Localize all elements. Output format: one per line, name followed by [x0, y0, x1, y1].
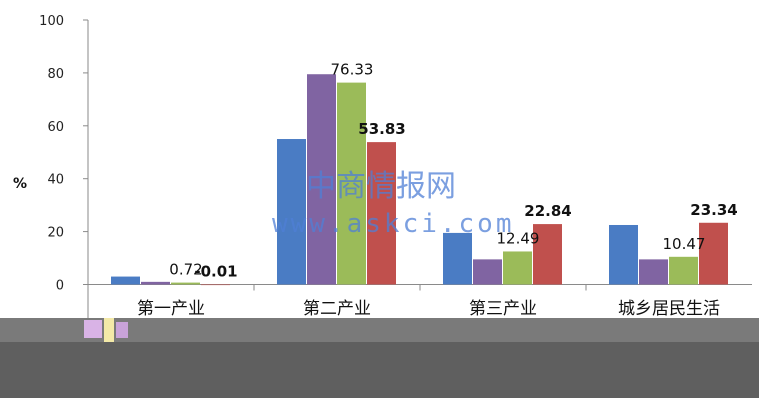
bar-series-4: [201, 284, 230, 286]
data-label: 10.47: [663, 235, 706, 253]
y-tick-label: 0: [56, 279, 64, 294]
bar-series-4: [367, 142, 396, 285]
y-tick-label: 60: [47, 120, 64, 135]
legend-swatch-remnant-1: [84, 320, 102, 338]
y-tick-label: 40: [47, 173, 64, 188]
data-label: 23.34: [690, 201, 737, 219]
bar-series-4: [699, 222, 728, 285]
category-label: 城乡居民生活: [618, 299, 720, 319]
bar-series-2: [639, 259, 668, 285]
bar-series-2: [307, 74, 336, 285]
data-label: 76.33: [331, 61, 374, 79]
data-label: 53.83: [358, 120, 405, 138]
data-labels: 0.72-0.01 76.33 53.83 12.49 22.84 10.47 23.34: [169, 61, 737, 281]
data-label: 0.72: [169, 261, 202, 279]
y-tick-label: 80: [47, 67, 64, 82]
watermark-chinese: 中商情报网: [306, 169, 456, 204]
category-label: 第三产业: [469, 299, 537, 319]
bar-series-1: [277, 139, 306, 285]
bar-series-3: [337, 82, 366, 285]
data-label: 22.84: [524, 202, 571, 220]
category-labels: 第一产业 第二产业 第三产业 城乡居民生活: [137, 299, 720, 319]
bar-series-4: [533, 224, 562, 285]
data-label: -0.01: [194, 263, 237, 281]
bar-series-2: [473, 259, 502, 285]
legend-swatch-remnant-3: [116, 322, 128, 338]
bar-series-1: [111, 276, 140, 285]
bars: [111, 74, 728, 286]
watermark-url: www.askci.com: [272, 209, 515, 239]
legend-swatch-remnant-2: [104, 318, 114, 342]
legend-swatch-remnant: [84, 318, 130, 342]
category-label: 第一产业: [137, 299, 205, 319]
y-tick-label: 100: [39, 14, 64, 29]
bar-series-1: [443, 232, 472, 285]
bar-series-3: [669, 256, 698, 285]
y-tick-label: 20: [47, 226, 64, 241]
bar-series-3: [171, 282, 200, 285]
data-label: 12.49: [497, 229, 540, 247]
bar-series-3: [503, 251, 532, 285]
bar-series-2: [141, 281, 170, 285]
category-label: 第二产业: [303, 299, 371, 319]
y-axis-unit-label: %: [13, 176, 27, 192]
bar-series-1: [609, 224, 638, 285]
